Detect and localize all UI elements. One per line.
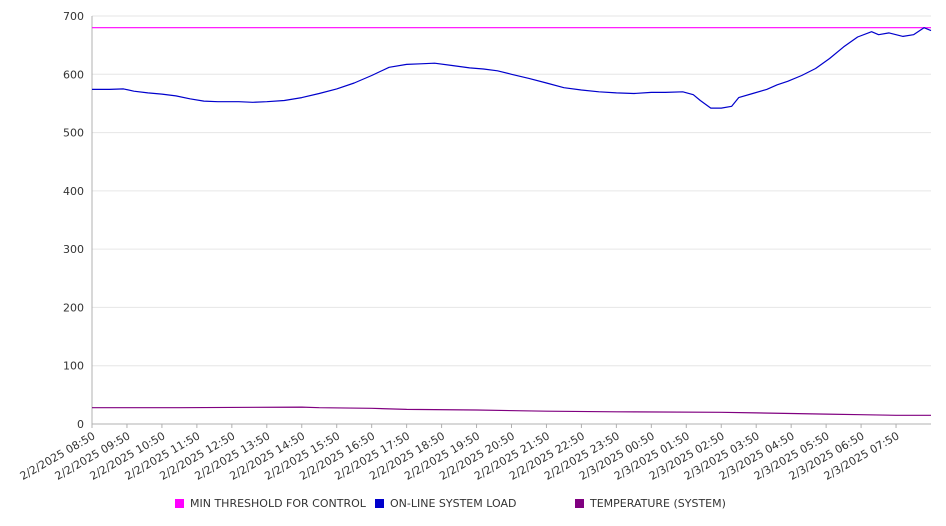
legend-label-system-load: ON-LINE SYSTEM LOAD — [390, 497, 517, 510]
axes — [91, 16, 931, 425]
y-tick-label: 700 — [63, 10, 84, 23]
legend-swatch-temperature — [575, 499, 584, 508]
series — [92, 27, 932, 416]
y-tick-label: 0 — [77, 418, 84, 431]
legend-item-temperature[interactable]: TEMPERATURE (SYSTEM) — [575, 497, 726, 510]
y-tick-label: 400 — [63, 185, 84, 198]
legend-label-temperature: TEMPERATURE (SYSTEM) — [590, 497, 726, 510]
series-system-load-line — [92, 27, 932, 109]
y-tick-label: 500 — [63, 127, 84, 140]
y-tick-label: 100 — [63, 360, 84, 373]
legend-swatch-system-load — [375, 499, 384, 508]
x-axis-ticks: 2/2/2025 08:502/2/2025 09:502/2/2025 10:… — [18, 424, 902, 483]
y-axis-ticks: 0 100 200 300 400 500 600 700 — [63, 10, 84, 431]
y-tick-label: 300 — [63, 243, 84, 256]
legend-item-min-threshold[interactable]: MIN THRESHOLD FOR CONTROL — [175, 497, 366, 510]
y-tick-label: 200 — [63, 301, 84, 314]
legend: MIN THRESHOLD FOR CONTROL ON-LINE SYSTEM… — [0, 497, 946, 517]
grid — [92, 15, 931, 367]
legend-item-system-load[interactable]: ON-LINE SYSTEM LOAD — [375, 497, 516, 510]
series-temperature-line — [92, 406, 931, 416]
legend-swatch-min-threshold — [175, 499, 184, 508]
legend-label-min-threshold: MIN THRESHOLD FOR CONTROL — [190, 497, 366, 510]
y-tick-label: 600 — [63, 68, 84, 81]
